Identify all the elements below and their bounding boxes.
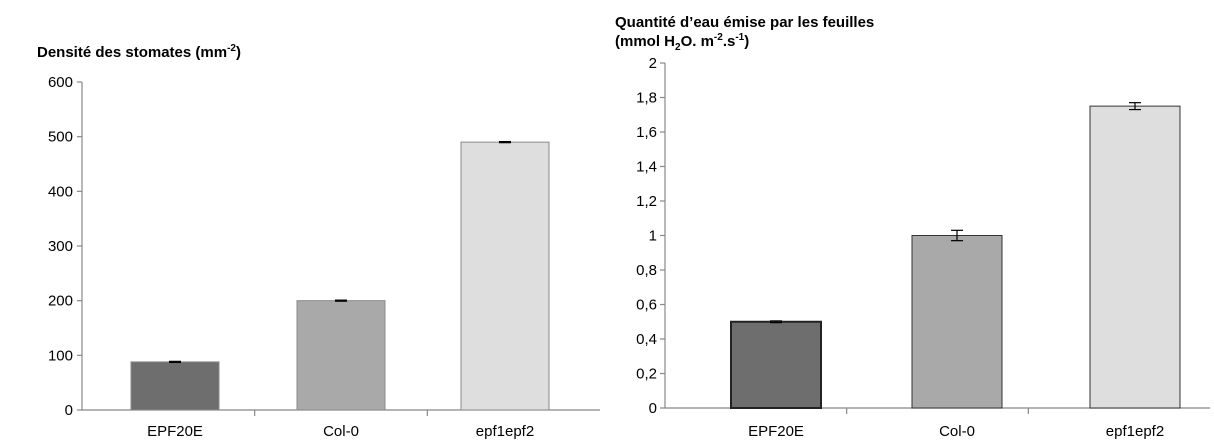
- y-tick-label: 1,4: [636, 159, 657, 176]
- y-tick-label: 2: [649, 55, 657, 72]
- bar: [730, 320, 822, 409]
- y-tick-label: 1,2: [636, 193, 657, 210]
- category-label: epf1epf2: [1106, 423, 1164, 440]
- y-tick-label: 1,6: [636, 124, 657, 141]
- y-tick-label: 0: [65, 402, 73, 419]
- y-tick-label: 400: [48, 183, 73, 200]
- y-tick-label: 500: [48, 129, 73, 146]
- y-tick-label: 0: [649, 400, 657, 417]
- bar: [911, 235, 1003, 409]
- y-tick-label: 300: [48, 238, 73, 255]
- category-label: Col-0: [939, 423, 975, 440]
- left-chart-title: Densité des stomates (mm-2): [37, 43, 241, 61]
- y-tick-label: 0,8: [636, 262, 657, 279]
- category-label: Col-0: [323, 423, 359, 440]
- y-tick-label: 1,8: [636, 90, 657, 107]
- y-tick-label: 600: [48, 74, 73, 91]
- left-chart: 0 100 200 300 400 500 600 EPF20E Col-0 epf1epf2: [48, 74, 600, 440]
- category-label: EPF20E: [748, 423, 804, 440]
- bar: [460, 141, 550, 411]
- category-label: epf1epf2: [476, 423, 534, 440]
- bar: [1089, 105, 1181, 409]
- right-chart-title: Quantité d’eau émise par les feuilles: [615, 14, 874, 31]
- bar: [296, 300, 386, 411]
- y-tick-label: 100: [48, 347, 73, 364]
- right-chart-unit: (mmol H2O. m-2.s-1): [615, 32, 749, 53]
- y-tick-label: 0,6: [636, 297, 657, 314]
- right-chart: 0 0,2 0,4 0,6 0,8 1 1,2 1,4 1,6 1,8 2 EPF20E Col-0 ep…: [636, 55, 1210, 440]
- y-tick-label: 0,4: [636, 331, 657, 348]
- y-tick-label: 0,2: [636, 366, 657, 383]
- bar: [130, 361, 220, 411]
- y-tick-label: 1: [649, 228, 657, 245]
- category-label: EPF20E: [147, 423, 203, 440]
- y-tick-label: 200: [48, 293, 73, 310]
